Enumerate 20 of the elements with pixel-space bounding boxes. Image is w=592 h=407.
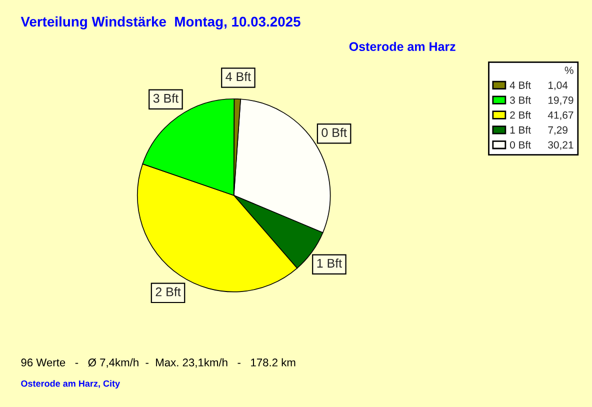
slice-label: 2 Bft: [156, 287, 181, 296]
chart-subtitle: Osterode am Harz: [349, 42, 456, 51]
legend-title: %: [564, 66, 574, 74]
legend-label: 2 Bft: [510, 111, 531, 119]
legend-label: 4 Bft: [510, 81, 531, 89]
text: Osterode am Harz, City: [21, 380, 120, 389]
slice-label: 4 Bft: [226, 72, 251, 82]
data-label: 1,04: [548, 82, 568, 90]
legend-label: 3 Bft: [510, 96, 531, 104]
slice-label: 1 Bft: [317, 258, 342, 268]
chart-title: Verteilung Windstärke Montag, 10.03.2025: [20, 16, 300, 30]
slice-label: 0 Bft: [322, 128, 347, 138]
legend-label: 1 Bft: [510, 126, 531, 134]
legend-label: 0 Bft: [510, 140, 531, 149]
text: 96 Werte - Ø 7,4km/h - Max. 23,1km/h - 178.2 km: [21, 358, 296, 368]
data-label: 30,21: [548, 141, 574, 150]
data-label: 19,79: [548, 96, 574, 106]
slice-label: 3 Bft: [153, 94, 178, 103]
data-label: 41,67: [548, 111, 574, 120]
data-label: 7,29: [548, 126, 568, 135]
